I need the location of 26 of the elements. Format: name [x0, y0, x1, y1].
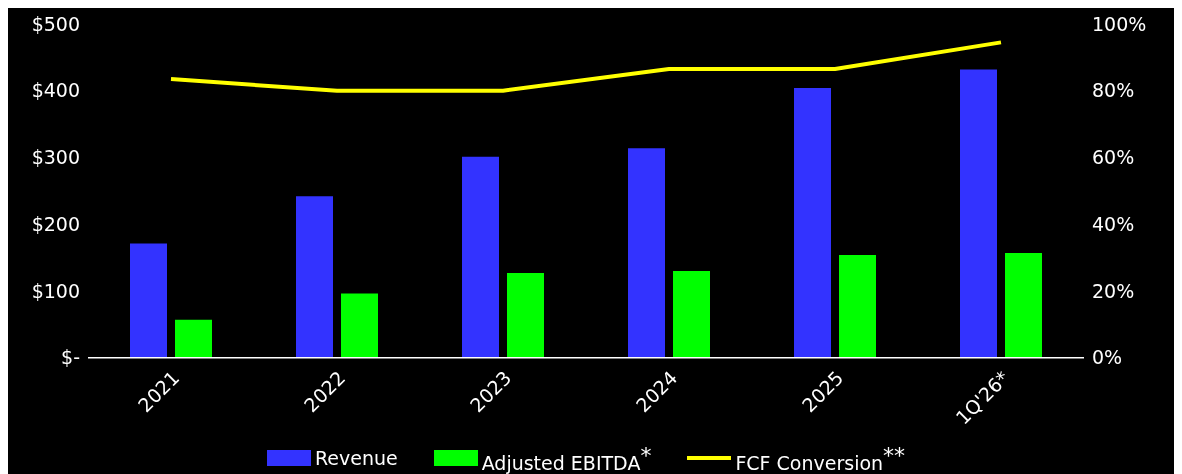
y-tick-label: $100 [31, 279, 80, 302]
bar [296, 196, 333, 358]
y2-tick-label: 100% [1092, 12, 1147, 35]
y-tick-label: $500 [31, 12, 80, 35]
y-tick-label: $- [61, 346, 80, 369]
y2-tick-label: 40% [1092, 212, 1135, 235]
bar [175, 319, 212, 358]
y-tick-label: $300 [31, 146, 80, 169]
y2-tick-label: 80% [1092, 79, 1135, 102]
y-tick-label: $400 [31, 79, 80, 102]
y2-tick-label: 0% [1092, 346, 1123, 369]
legend-label: Revenue [314, 447, 398, 470]
y2-tick-label: 60% [1092, 146, 1135, 169]
bar [628, 148, 665, 358]
bar [960, 69, 997, 358]
bar [673, 270, 710, 358]
bar [341, 293, 378, 358]
bar [462, 156, 499, 358]
bar [507, 272, 544, 358]
bar [794, 88, 831, 358]
bar [839, 254, 876, 358]
line-series [169, 40, 1003, 93]
y2-tick-label: 20% [1092, 279, 1135, 302]
bar [1005, 252, 1042, 358]
bar [130, 243, 167, 358]
y-tick-label: $200 [31, 212, 80, 235]
